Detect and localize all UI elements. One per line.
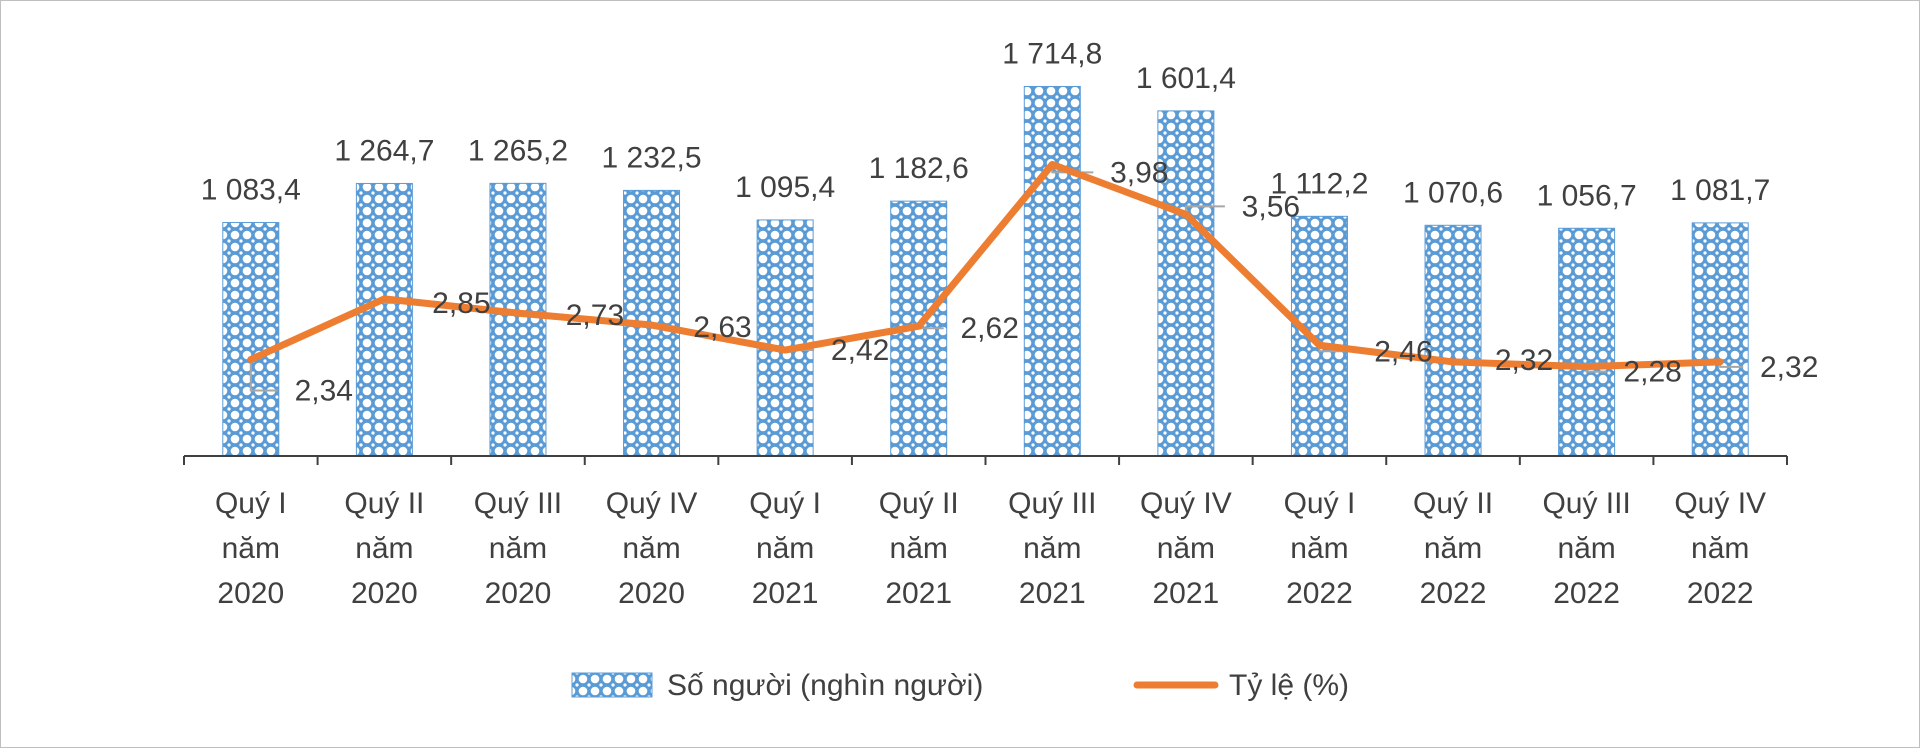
category-label: năm <box>1157 532 1215 565</box>
rate-value-label: 2,32 <box>1760 351 1818 384</box>
rate-value-label: 3,56 <box>1242 190 1300 223</box>
category-label: Quý II <box>1413 487 1493 520</box>
rate-point-6 <box>1051 163 1054 166</box>
category-label: năm <box>1691 532 1749 565</box>
category-label: Quý I <box>1284 487 1356 520</box>
category-label: năm <box>222 532 280 565</box>
rate-value-label: 2,34 <box>295 375 353 408</box>
rate-value-label: 2,85 <box>432 287 490 320</box>
bar-4 <box>756 219 814 457</box>
rate-value-label: 2,62 <box>961 312 1019 345</box>
category-label: năm <box>355 532 413 565</box>
category-label: Quý III <box>1008 487 1096 520</box>
category-label: Quý I <box>215 487 287 520</box>
category-label: 2020 <box>485 577 552 610</box>
rate-point-4 <box>784 349 787 352</box>
bar-0 <box>222 222 280 457</box>
category-label: 2021 <box>1019 577 1086 610</box>
rate-point-10 <box>1585 365 1588 368</box>
category-label: Quý I <box>749 487 821 520</box>
rate-point-5 <box>917 325 920 328</box>
category-label: Quý IV <box>1140 487 1232 520</box>
label-leader-line <box>249 359 278 392</box>
category-label: 2020 <box>217 577 284 610</box>
category-label: 2021 <box>885 577 952 610</box>
category-label: Quý IV <box>606 487 698 520</box>
rate-point-8 <box>1318 344 1321 347</box>
bar-value-label: 1 112,2 <box>1271 167 1369 200</box>
bar-value-label: 1 714,8 <box>1002 37 1102 70</box>
bar-10 <box>1558 227 1616 457</box>
legend-bar-swatch <box>571 672 653 698</box>
bar-value-label: 1 070,6 <box>1403 176 1503 209</box>
category-label: 2022 <box>1420 577 1487 610</box>
bar-value-label: 1 265,2 <box>468 134 568 167</box>
bar-value-label: 1 232,5 <box>601 141 701 174</box>
category-label: năm <box>756 532 814 565</box>
bar-value-label: 1 182,6 <box>869 152 969 185</box>
bar-value-label: 1 095,4 <box>735 171 835 204</box>
rate-point-9 <box>1452 360 1455 363</box>
category-label: Quý II <box>879 487 959 520</box>
bar-9 <box>1424 224 1482 457</box>
rate-value-label: 2,32 <box>1495 344 1553 377</box>
category-label: 2022 <box>1687 577 1754 610</box>
rate-point-11 <box>1719 360 1722 363</box>
category-label: 2020 <box>351 577 418 610</box>
rate-value-label: 2,73 <box>566 299 624 332</box>
rate-value-label: 3,98 <box>1110 156 1168 189</box>
bar-value-label: 1 264,7 <box>334 134 434 167</box>
bar-value-label: 1 601,4 <box>1136 62 1236 95</box>
category-label: năm <box>1424 532 1482 565</box>
rate-point-1 <box>383 297 386 300</box>
category-label: 2022 <box>1553 577 1620 610</box>
rate-value-label: 2,46 <box>1374 335 1432 368</box>
category-label: 2020 <box>618 577 685 610</box>
category-label: năm <box>1557 532 1615 565</box>
bar-2 <box>489 182 547 457</box>
category-label: Quý III <box>1542 487 1630 520</box>
category-label: Quý II <box>344 487 424 520</box>
legend-bar-label: Số người (nghìn người) <box>667 669 983 702</box>
category-label: năm <box>489 532 547 565</box>
category-label: năm <box>622 532 680 565</box>
category-label: Quý IV <box>1674 487 1766 520</box>
category-label: năm <box>1290 532 1348 565</box>
rate-point-3 <box>650 324 653 327</box>
bar-value-label: 1 083,4 <box>201 174 301 207</box>
rate-value-label: 2,42 <box>831 334 889 367</box>
bar-1 <box>355 182 413 457</box>
rate-point-2 <box>516 312 519 315</box>
category-label: 2021 <box>1153 577 1220 610</box>
rate-point-7 <box>1184 213 1187 216</box>
bar-11 <box>1691 222 1749 457</box>
rate-value-label: 2,28 <box>1623 356 1681 389</box>
bar-7 <box>1157 110 1215 457</box>
bar-8 <box>1290 215 1348 457</box>
category-label: năm <box>890 532 948 565</box>
rate-line <box>247 160 1724 371</box>
category-label: Quý III <box>474 487 562 520</box>
rate-value-label: 2,63 <box>693 311 751 344</box>
bar-6 <box>1023 85 1081 457</box>
rate-point-0 <box>249 358 252 361</box>
bar-value-label: 1 081,7 <box>1670 174 1770 207</box>
category-label: năm <box>1023 532 1081 565</box>
category-label: 2021 <box>752 577 819 610</box>
bar-value-label: 1 056,7 <box>1537 179 1637 212</box>
category-label: 2022 <box>1286 577 1353 610</box>
legend-line-label: Tỷ lệ (%) <box>1229 669 1349 702</box>
